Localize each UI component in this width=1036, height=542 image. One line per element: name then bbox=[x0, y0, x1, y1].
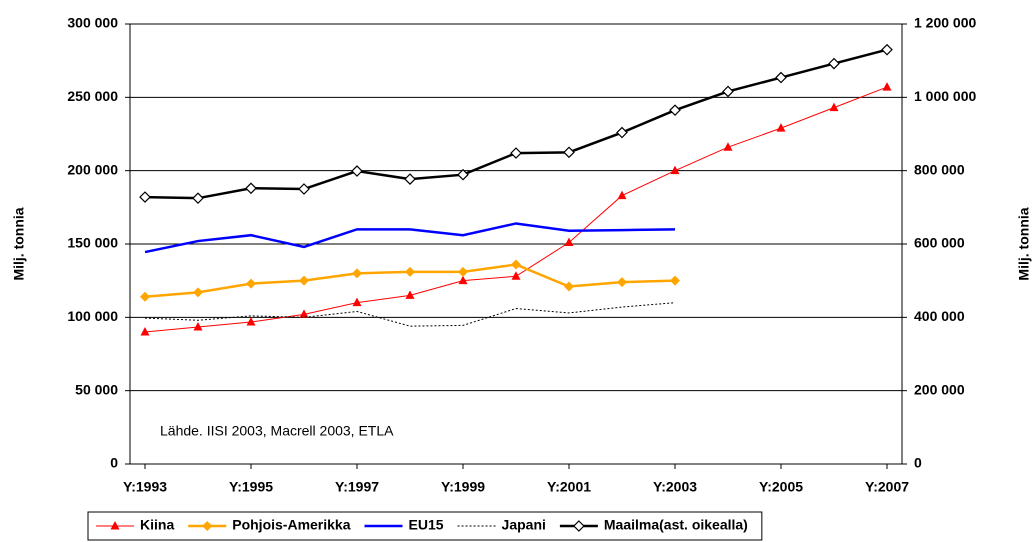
marker bbox=[192, 192, 204, 205]
y-tick-label: 100 000 bbox=[67, 308, 118, 324]
y-axis-label: Milj. tonnia bbox=[11, 207, 27, 280]
y2-tick-label: 600 000 bbox=[914, 235, 965, 251]
marker bbox=[298, 183, 310, 195]
marker bbox=[352, 297, 362, 307]
legend-label: Japani bbox=[502, 517, 546, 533]
x-tick-label: Y:2001 bbox=[547, 479, 591, 495]
x-tick-label: Y:1993 bbox=[123, 479, 167, 495]
y2-tick-label: 800 000 bbox=[914, 161, 965, 177]
marker bbox=[193, 287, 203, 298]
marker bbox=[829, 102, 839, 112]
legend-label: Kiina bbox=[140, 517, 174, 533]
marker bbox=[299, 275, 309, 286]
marker bbox=[458, 266, 468, 277]
y2-tick-label: 400 000 bbox=[914, 308, 965, 324]
y-tick-label: 200 000 bbox=[67, 161, 118, 177]
y-tick-label: 300 000 bbox=[67, 15, 118, 31]
y-tick-label: 250 000 bbox=[67, 88, 118, 104]
x-tick-label: Y:2007 bbox=[865, 479, 909, 495]
y2-axis-label: Milj. tonnia bbox=[1016, 207, 1032, 280]
marker bbox=[882, 82, 892, 91]
marker bbox=[510, 147, 522, 159]
marker bbox=[140, 327, 150, 336]
marker bbox=[246, 317, 256, 326]
y2-tick-label: 0 bbox=[914, 455, 922, 471]
marker bbox=[405, 266, 415, 277]
legend-label: Pohjois-Amerikka bbox=[232, 517, 350, 533]
y2-tick-label: 1 000 000 bbox=[914, 88, 976, 104]
marker bbox=[723, 142, 733, 151]
marker bbox=[404, 173, 416, 185]
marker bbox=[828, 57, 840, 70]
marker bbox=[193, 322, 203, 331]
marker bbox=[299, 309, 309, 318]
series-line bbox=[144, 302, 676, 327]
marker bbox=[722, 85, 734, 98]
x-tick-label: Y:2003 bbox=[653, 479, 697, 495]
marker bbox=[351, 165, 363, 177]
y-tick-label: 50 000 bbox=[75, 381, 118, 397]
x-tick-label: Y:2005 bbox=[759, 479, 803, 495]
marker bbox=[352, 268, 362, 279]
marker bbox=[573, 520, 585, 532]
legend: Kiina Pohjois-Amerikka EU15 Japani Maailma(a… bbox=[87, 511, 763, 541]
marker bbox=[511, 259, 521, 270]
marker bbox=[617, 190, 627, 200]
marker bbox=[202, 521, 213, 531]
marker bbox=[670, 165, 680, 175]
legend-label: EU15 bbox=[409, 517, 444, 533]
marker bbox=[457, 168, 469, 181]
x-tick-label: Y:1997 bbox=[335, 479, 379, 495]
marker bbox=[775, 71, 787, 84]
y2-tick-label: 200 000 bbox=[914, 381, 965, 397]
marker bbox=[669, 104, 681, 117]
marker bbox=[564, 281, 574, 292]
series-line bbox=[144, 86, 888, 333]
annotation: Lähde. IISI 2003, Macrell 2003, ETLA bbox=[160, 423, 394, 439]
marker bbox=[776, 123, 786, 132]
marker bbox=[405, 290, 415, 299]
marker bbox=[110, 521, 120, 530]
marker bbox=[563, 146, 575, 159]
marker bbox=[670, 275, 680, 286]
marker bbox=[139, 191, 151, 203]
marker bbox=[511, 271, 521, 280]
series-line bbox=[144, 48, 888, 200]
marker bbox=[246, 278, 256, 289]
x-tick-label: Y:1999 bbox=[441, 479, 485, 495]
marker bbox=[458, 275, 468, 285]
marker bbox=[245, 182, 257, 195]
marker bbox=[881, 43, 893, 56]
marker bbox=[616, 126, 628, 139]
y-tick-label: 150 000 bbox=[67, 235, 118, 251]
series-line bbox=[144, 222, 676, 254]
y-tick-label: 0 bbox=[110, 455, 118, 471]
marker bbox=[617, 277, 627, 288]
y2-tick-label: 1 200 000 bbox=[914, 15, 976, 31]
marker bbox=[140, 291, 150, 302]
x-tick-label: Y:1995 bbox=[229, 479, 273, 495]
marker bbox=[564, 237, 574, 247]
legend-label: Maailma(ast. oikealla) bbox=[604, 517, 748, 533]
